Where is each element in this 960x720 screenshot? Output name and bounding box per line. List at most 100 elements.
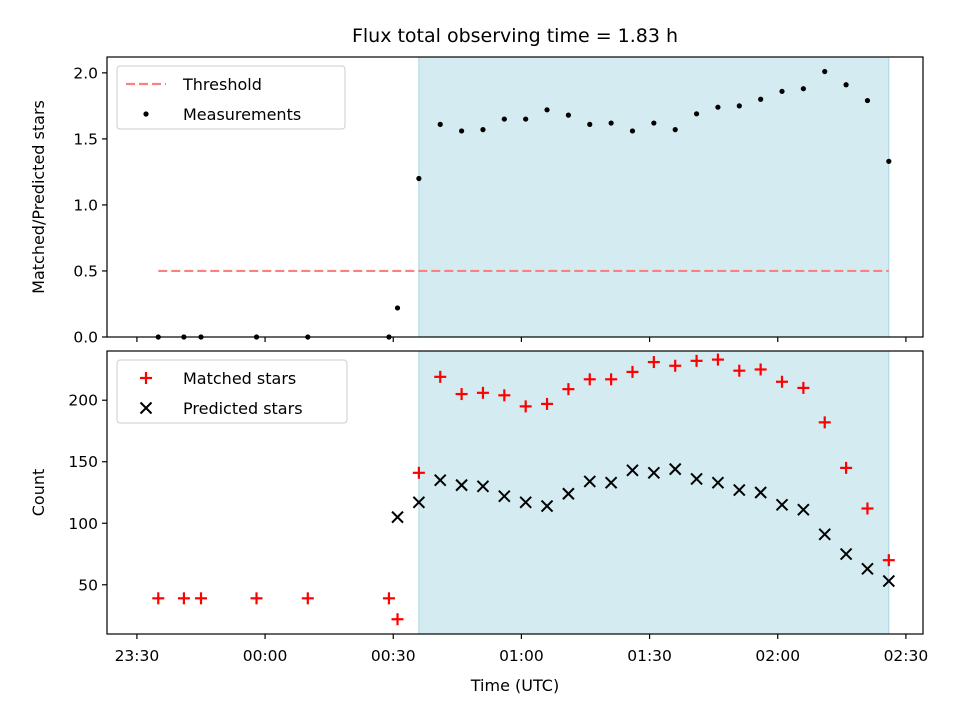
data-point	[541, 397, 554, 410]
data-point-stroke	[519, 496, 532, 509]
data-point	[583, 373, 596, 386]
data-point	[818, 528, 831, 541]
legend-label: Predicted stars	[183, 399, 303, 418]
data-point	[455, 388, 468, 401]
data-point-stroke	[540, 499, 554, 513]
plot-frame	[106, 56, 924, 338]
observing-window-band	[418, 351, 889, 634]
data-point	[754, 486, 767, 499]
x-tick-label: 02:00	[755, 647, 800, 665]
series-predicted-stars	[391, 462, 896, 588]
data-point	[839, 547, 853, 561]
data-point	[672, 127, 678, 133]
legend-box	[116, 65, 346, 130]
data-point	[152, 592, 165, 605]
data-point-stroke	[839, 547, 853, 561]
data-point	[669, 462, 682, 476]
data-point	[797, 503, 810, 516]
data-point	[391, 510, 404, 524]
data-point-stroke	[669, 462, 682, 476]
data-point	[882, 574, 896, 588]
data-point-stroke	[562, 487, 575, 500]
data-point	[797, 381, 810, 394]
data-point-stroke	[754, 486, 767, 499]
x-tick-label: 00:30	[371, 647, 416, 665]
data-point	[250, 592, 263, 605]
data-point	[540, 499, 554, 513]
data-point	[519, 496, 532, 509]
x-tick-label: 00:00	[243, 647, 288, 665]
data-point	[416, 175, 422, 182]
data-point	[412, 466, 425, 479]
data-point-stroke	[455, 478, 468, 492]
x-axis-label: Time (UTC)	[470, 676, 559, 695]
data-point-stroke	[498, 489, 511, 503]
data-point	[391, 613, 404, 626]
data-point-stroke	[733, 483, 746, 497]
x-tick-label: 01:00	[499, 647, 544, 665]
data-point-stroke	[711, 476, 725, 489]
legend-swatch	[140, 372, 152, 384]
data-point	[626, 464, 639, 477]
data-point	[776, 375, 789, 388]
legend: Matched stars Predicted stars	[116, 359, 348, 424]
y-tick-label: 50	[78, 576, 98, 594]
data-point	[498, 389, 511, 402]
data-point	[693, 111, 700, 117]
data-point	[587, 121, 593, 127]
data-point	[779, 88, 785, 94]
y-tick-label: 150	[68, 453, 98, 471]
data-point	[711, 353, 724, 366]
data-point-stroke	[647, 466, 661, 480]
data-point	[544, 107, 550, 113]
data-point	[301, 592, 314, 605]
data-point	[177, 592, 190, 605]
legend-label: Threshold	[182, 75, 262, 94]
data-point	[647, 356, 660, 369]
data-point	[711, 476, 725, 489]
data-point	[733, 364, 746, 377]
y-tick-label: 0.0	[73, 329, 98, 347]
data-point	[394, 305, 401, 311]
data-point	[562, 487, 575, 500]
legend-swatch-stroke	[139, 401, 153, 415]
y-axis-label: Matched/Predicted stars	[29, 100, 48, 294]
data-point	[822, 68, 828, 75]
data-point	[629, 128, 636, 134]
data-point	[864, 97, 871, 104]
data-point-stroke	[434, 473, 447, 487]
observing-window-band	[418, 57, 889, 337]
chart-title: Flux total observing time = 1.83 h	[352, 25, 678, 47]
legend-swatch	[143, 111, 149, 117]
legend-box	[116, 359, 348, 424]
data-point	[605, 373, 618, 386]
data-point-stroke	[626, 464, 639, 477]
y-tick-label: 2.0	[73, 64, 98, 82]
x-tick-label: 01:30	[627, 647, 672, 665]
y-axis-label: Count	[29, 469, 48, 517]
data-point	[382, 592, 395, 605]
data-point-stroke	[818, 528, 831, 541]
legend-label: Measurements	[183, 105, 301, 124]
x-tick-label: 02:30	[884, 647, 929, 665]
data-point	[647, 466, 661, 480]
data-point	[501, 116, 507, 122]
data-point-stroke	[882, 574, 896, 588]
data-point	[651, 120, 657, 126]
data-point	[886, 158, 892, 164]
panel-ratio: 0.0 0.5 1.0 1.5 2.0 Matched/Predicted stars Th…	[29, 56, 924, 347]
legend-swatch	[139, 401, 153, 415]
data-point	[818, 416, 831, 429]
data-point	[775, 498, 789, 512]
data-point-stroke	[775, 498, 789, 512]
data-point-stroke	[604, 476, 618, 489]
data-point	[562, 383, 575, 396]
data-point	[608, 120, 614, 126]
data-point	[690, 472, 703, 486]
data-point	[861, 562, 874, 575]
data-point-stroke	[391, 510, 404, 524]
data-point-stroke	[797, 503, 810, 516]
data-point	[565, 112, 572, 118]
data-point	[754, 363, 767, 376]
